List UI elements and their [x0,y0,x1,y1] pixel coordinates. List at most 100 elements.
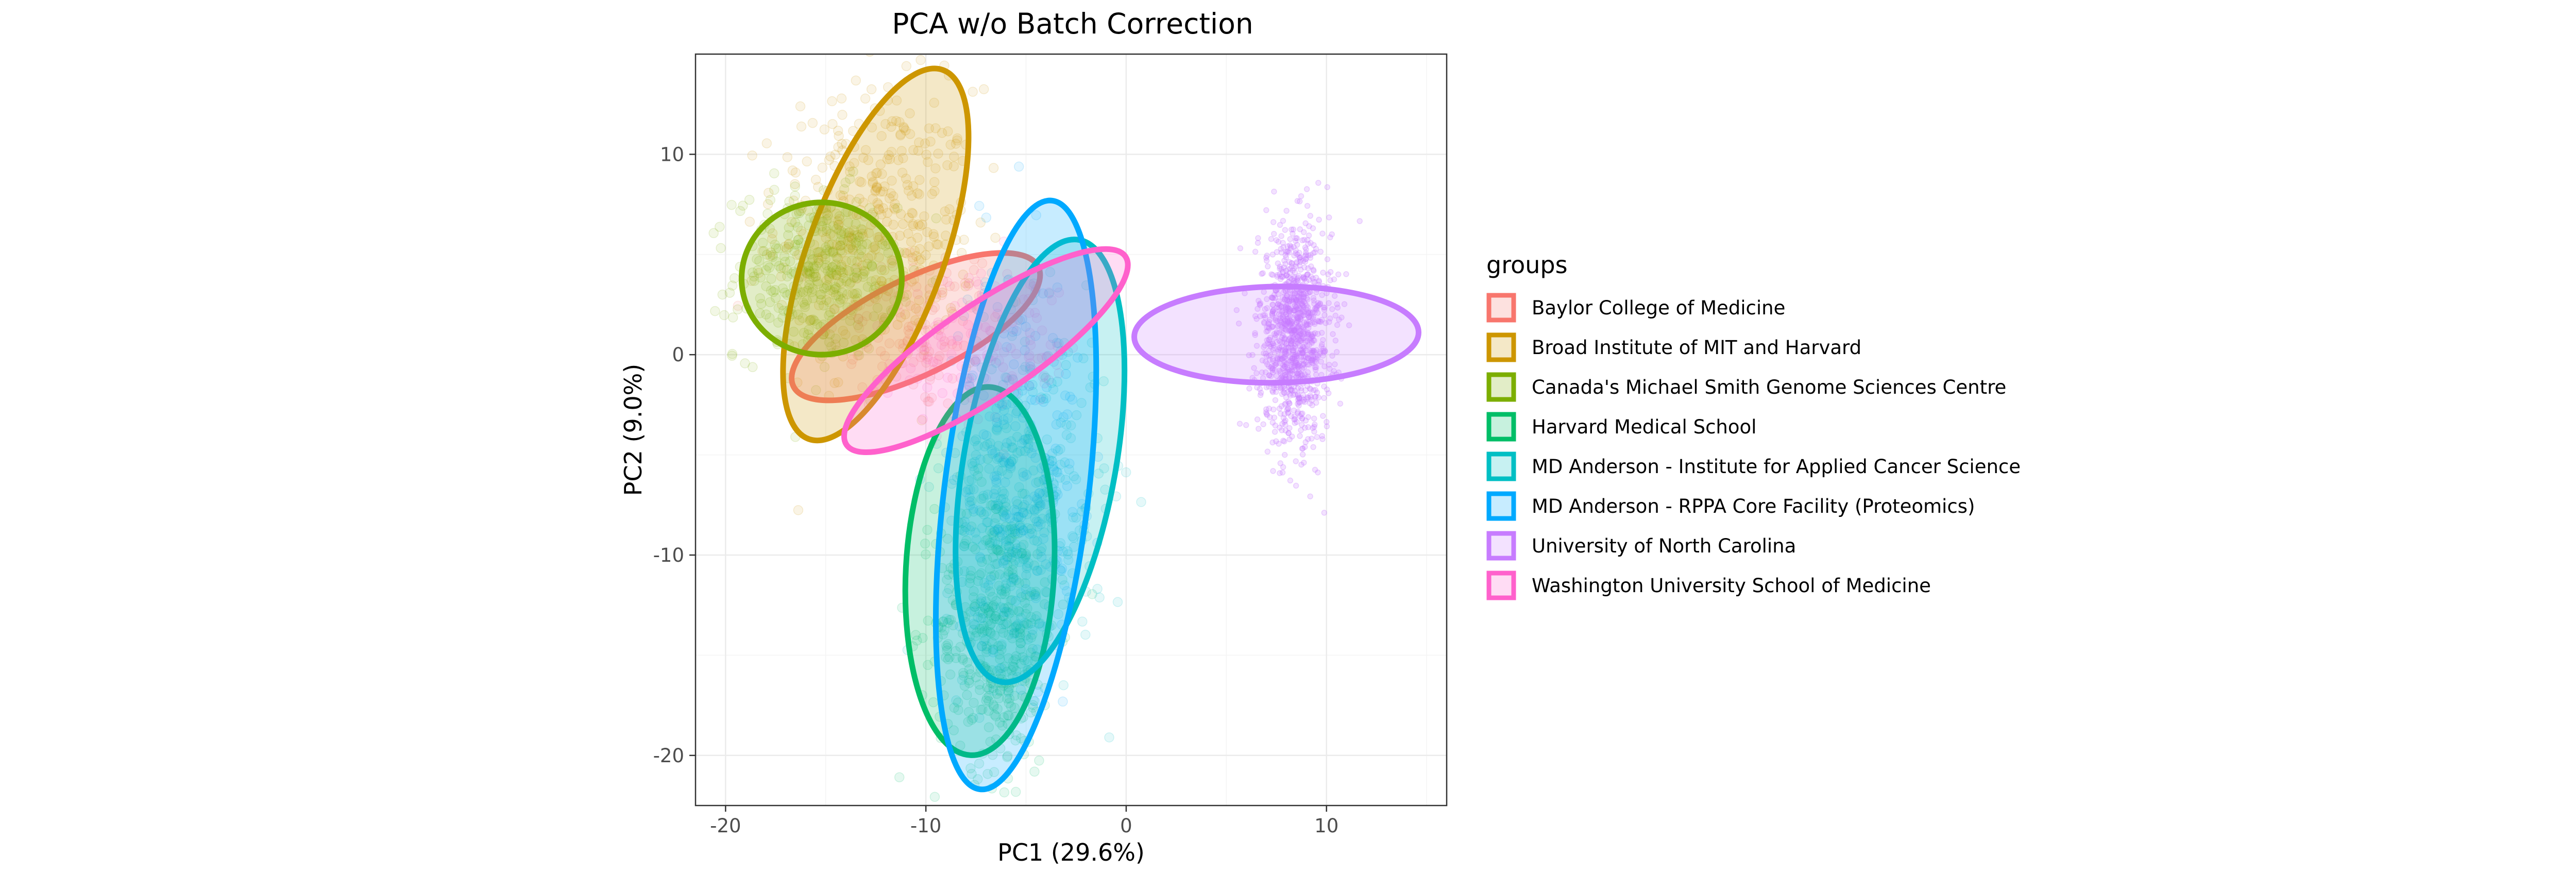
data-point [873,234,884,245]
data-point [839,184,850,194]
data-point [908,221,919,231]
data-point [1319,436,1326,442]
data-point [944,281,955,291]
legend-label: Canada's Michael Smith Genome Sciences C… [1532,376,2006,398]
data-point [1298,427,1304,433]
data-point [813,279,824,289]
data-point [824,337,835,347]
data-point [856,177,867,188]
data-point [866,84,877,95]
data-point [824,271,835,282]
data-point [1295,392,1301,399]
data-point [761,265,771,276]
data-point [1289,433,1295,440]
data-point [907,208,918,219]
data-point [834,214,845,225]
data-point [906,191,917,201]
data-point [793,234,804,245]
data-point [835,190,846,200]
data-point [1287,236,1293,242]
data-point [882,154,893,164]
data-point [837,240,847,250]
data-point [1299,237,1306,244]
data-point [838,234,849,245]
data-point [952,341,962,351]
data-point [1312,466,1318,473]
data-point [912,232,923,243]
data-point [1236,421,1243,427]
data-point [840,329,851,340]
data-point [882,208,893,218]
data-point [833,220,844,230]
data-point [1273,438,1279,444]
data-point [1298,387,1304,394]
data-point [1317,248,1324,255]
data-point [888,191,899,202]
legend-label: Broad Institute of MIT and Harvard [1532,337,1861,359]
data-point [828,247,839,258]
data-point [821,275,832,286]
data-point [895,312,906,323]
data-point [924,241,934,251]
data-point [857,316,868,327]
data-point [827,119,838,129]
data-point [792,240,803,250]
data-point [951,139,961,149]
data-point [727,349,738,359]
data-point [854,193,865,204]
data-point [895,130,906,141]
data-point [852,230,863,240]
data-point [765,251,776,261]
data-point [1243,422,1249,428]
data-point [1058,696,1068,707]
data-point [1278,233,1284,239]
data-point [830,149,841,160]
data-point [1304,271,1311,278]
data-point [776,271,786,282]
confidence-ellipse [1131,283,1421,386]
data-point [790,167,801,178]
data-point [866,276,877,287]
data-point [844,266,855,276]
legend-item: MD Anderson - Institute for Applied Canc… [1486,451,2021,481]
data-point [1269,272,1276,278]
data-point [908,357,919,367]
data-point [1306,277,1312,283]
legend-swatch [1486,451,1516,481]
data-point [1299,445,1306,452]
data-point [942,160,953,171]
chart-title: PCA w/o Batch Correction [892,7,1253,40]
data-point [829,378,840,389]
data-point [849,158,859,169]
data-point [1254,416,1261,423]
data-point [867,122,877,133]
data-point [845,277,856,288]
data-point [1319,230,1326,237]
data-point [914,295,924,306]
data-point [923,157,933,167]
data-point [783,242,794,253]
data-point [821,260,832,271]
legend-swatch [1486,571,1516,600]
data-point [779,241,790,252]
data-point [1307,493,1313,499]
data-point [933,239,943,250]
data-point [974,200,985,211]
data-point [930,123,941,133]
data-point [944,204,955,214]
data-point [1305,436,1311,442]
data-point [842,265,853,276]
data-point [836,260,847,270]
data-point [894,230,905,241]
data-point [908,219,918,229]
data-point [931,239,942,249]
data-point [1136,497,1146,507]
data-point [804,279,815,290]
data-point [810,272,821,282]
data-point [733,304,743,315]
data-point [755,272,766,283]
data-point [863,228,874,238]
data-point [768,249,778,260]
data-point [835,240,845,251]
data-point [968,87,978,97]
